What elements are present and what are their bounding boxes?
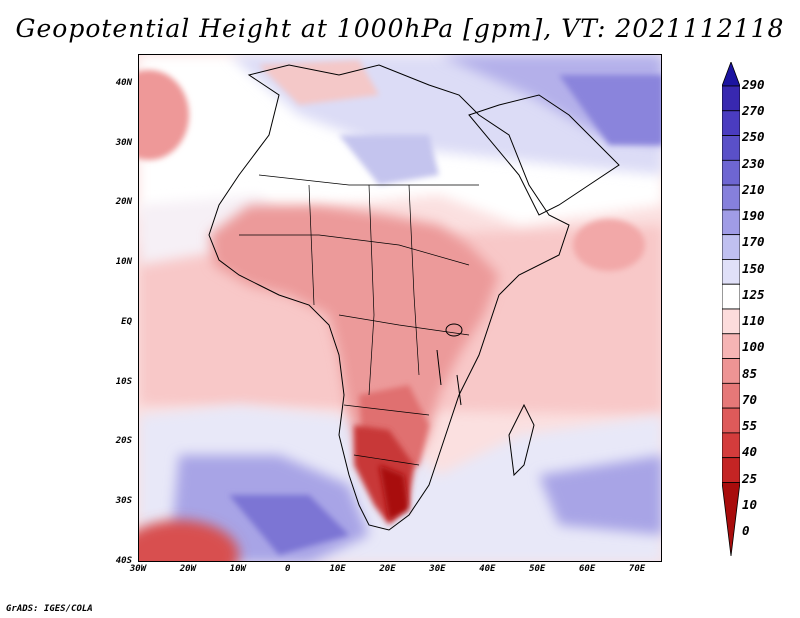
colorbar-level-label: 100 bbox=[742, 339, 765, 355]
colorbar-level-label: 230 bbox=[742, 155, 765, 171]
colorbar-level-label: 170 bbox=[742, 234, 765, 250]
border-vertical-3 bbox=[408, 184, 420, 376]
libya-blue bbox=[339, 135, 439, 185]
colorbar-level-label: 210 bbox=[742, 181, 765, 197]
border-south-1 bbox=[343, 404, 430, 416]
indian-ocean-blue bbox=[539, 455, 661, 535]
lon-tick-label: 30W bbox=[129, 564, 147, 574]
credit-text: GrADS: IGES/COLA bbox=[6, 604, 93, 614]
colorbar-level-label: 0 bbox=[742, 523, 750, 538]
lat-tick-label: 20S bbox=[115, 436, 132, 447]
colorbar-swatch bbox=[722, 283, 740, 310]
contour-map bbox=[139, 55, 661, 561]
lon-tick-label: 30E bbox=[429, 564, 446, 574]
lon-tick-label: 70E bbox=[628, 564, 646, 574]
lake-tanganyika bbox=[436, 349, 442, 386]
colorbar-swatch bbox=[722, 135, 740, 161]
arabian-sea-pink bbox=[573, 219, 645, 271]
colorbar-level-label: 70 bbox=[742, 391, 758, 407]
colorbar bbox=[722, 62, 740, 556]
lat-tick-label: 40N bbox=[115, 77, 132, 88]
lat-tick-label: 30S bbox=[115, 496, 132, 507]
colorbar-swatch bbox=[722, 482, 740, 556]
colorbar-level-label: 150 bbox=[742, 260, 765, 276]
lon-tick-label: 0 bbox=[284, 564, 291, 574]
colorbar-level-label: 10 bbox=[742, 496, 758, 512]
colorbar-level-label: 250 bbox=[742, 129, 765, 145]
lon-tick-label: 10E bbox=[329, 564, 346, 574]
colorbar-level-label: 270 bbox=[742, 103, 765, 119]
colorbar-level-label: 190 bbox=[742, 208, 765, 224]
lon-tick-label: 50E bbox=[529, 564, 546, 574]
colorbar-swatch bbox=[722, 209, 740, 236]
lon-tick-label: 20E bbox=[379, 564, 396, 574]
colorbar-swatch bbox=[722, 432, 740, 459]
border-south-2 bbox=[353, 454, 420, 466]
border-sahara bbox=[258, 174, 479, 186]
colorbar-swatch bbox=[722, 457, 740, 483]
lon-tick-label: 20W bbox=[179, 564, 197, 574]
country-borders bbox=[239, 174, 479, 466]
border-vertical-1 bbox=[308, 184, 315, 306]
colorbar-level-label: 40 bbox=[742, 444, 758, 460]
colorbar-level-label: 85 bbox=[742, 365, 758, 381]
colorbar-swatch bbox=[722, 234, 740, 260]
colorbar-swatch bbox=[722, 259, 740, 285]
colorbar-level-label: 110 bbox=[742, 313, 765, 329]
colorbar-swatch bbox=[722, 62, 740, 87]
colorbar-swatch bbox=[722, 110, 740, 136]
arabia-coast bbox=[468, 94, 620, 216]
lat-tick-label: 30N bbox=[115, 137, 132, 148]
colorbar-swatch bbox=[722, 85, 740, 112]
colorbar-swatch bbox=[722, 333, 740, 359]
coastlines bbox=[208, 64, 620, 531]
colorbar-level-label: 25 bbox=[742, 470, 758, 486]
med-pink bbox=[259, 60, 379, 105]
southwest-low bbox=[139, 520, 239, 561]
colorbar-swatch bbox=[722, 358, 740, 384]
lat-tick-label: 40S bbox=[115, 556, 132, 566]
colorbar-level-label: 55 bbox=[742, 418, 758, 434]
colorbar-level-label: 290 bbox=[742, 77, 765, 92]
madagascar-coast bbox=[508, 403, 535, 477]
colorbar-level-label: 125 bbox=[742, 286, 765, 302]
azores-high bbox=[139, 70, 189, 160]
lakes bbox=[436, 323, 463, 406]
colorbar-swatch bbox=[722, 382, 740, 409]
border-central bbox=[338, 314, 470, 336]
lon-tick-label: 60E bbox=[579, 564, 596, 574]
border-vertical-2 bbox=[368, 184, 375, 396]
colorbar-swatch bbox=[722, 184, 740, 211]
colorbar-swatch bbox=[722, 159, 740, 186]
north-east-deep-blue bbox=[559, 75, 661, 145]
south-atlantic-deep-blue bbox=[229, 495, 349, 555]
border-sahel bbox=[239, 234, 470, 266]
lon-tick-label: 40E bbox=[479, 564, 496, 574]
map-title: Geopotential Height at 1000hPa [gpm], VT… bbox=[15, 14, 785, 43]
lon-tick-label: 10W bbox=[229, 564, 246, 574]
lake-victoria bbox=[445, 323, 463, 337]
lat-tick-label: 10S bbox=[115, 376, 132, 387]
map-frame bbox=[138, 54, 662, 562]
colorbar-swatch bbox=[722, 308, 740, 335]
lat-tick-label: 20N bbox=[115, 197, 132, 208]
southern-africa-deep-red bbox=[379, 465, 409, 520]
lake-malawi bbox=[456, 374, 462, 406]
lat-tick-label: 10N bbox=[115, 257, 132, 268]
africa-coast bbox=[208, 64, 570, 531]
lat-tick-label: EQ bbox=[121, 316, 132, 327]
colorbar-swatch bbox=[722, 407, 740, 434]
